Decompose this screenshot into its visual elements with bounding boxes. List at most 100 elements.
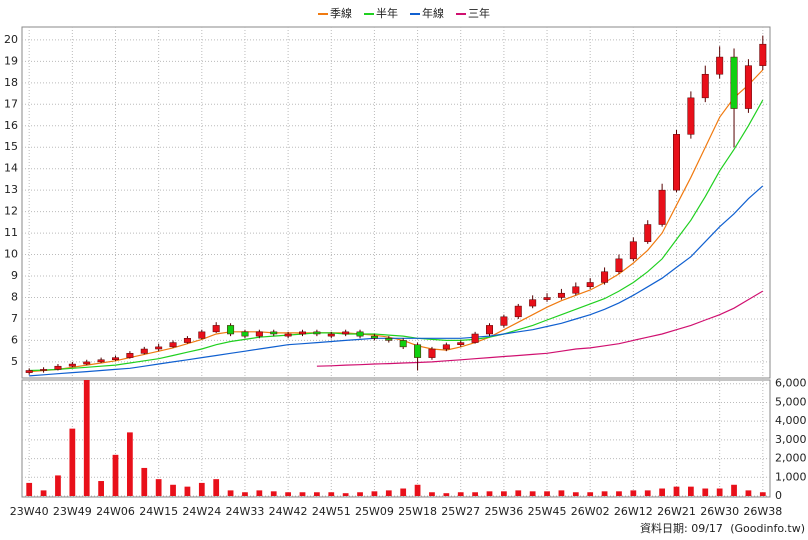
y-tick-label: 9 — [11, 269, 18, 282]
volume-bar — [256, 490, 263, 496]
x-tick-label: 26W12 — [614, 505, 653, 518]
candle-body — [155, 346, 163, 350]
candle-body — [615, 258, 623, 272]
volume-bar — [141, 467, 148, 496]
candle-body — [399, 340, 407, 348]
volume-bar — [587, 492, 594, 496]
volume-bar — [443, 493, 450, 496]
volume-bar — [26, 482, 33, 496]
x-tick-label: 23W40 — [10, 505, 49, 518]
candle-body — [514, 305, 522, 318]
candle-body — [299, 331, 306, 335]
candle-body — [644, 224, 652, 242]
candle-body — [25, 370, 33, 373]
volume-bar — [55, 475, 61, 496]
volume-bar — [702, 488, 709, 496]
y-tick-label: 13 — [4, 183, 18, 196]
volume-bar — [688, 486, 694, 496]
candle-body — [687, 97, 695, 135]
candle-body — [486, 325, 493, 335]
volume-bar — [40, 490, 47, 496]
candle-body — [428, 348, 436, 358]
candle-body — [212, 325, 220, 333]
volume-bar — [659, 488, 665, 496]
candle-body — [572, 286, 580, 294]
y2-tick-label: 1,000 — [775, 470, 807, 483]
x-tick-label: 24W24 — [182, 505, 221, 518]
candle-body — [327, 333, 335, 337]
volume-bar — [486, 491, 493, 496]
x-tick-label: 24W06 — [96, 505, 135, 518]
volume-bar — [227, 490, 234, 496]
volume-bar — [155, 479, 162, 496]
legend-label: 年線 — [422, 6, 444, 20]
y2-tick-label: 0 — [775, 489, 782, 502]
volume-bar — [357, 492, 363, 496]
candle-body — [586, 282, 594, 288]
y2-tick-label: 3,000 — [775, 433, 807, 446]
volume-bar — [371, 491, 378, 496]
candle-body — [744, 65, 752, 109]
candle-body — [500, 316, 508, 326]
volume-bar — [515, 490, 522, 496]
volume-bar — [328, 492, 335, 496]
candle-body — [673, 134, 680, 191]
x-tick-label: 26W38 — [743, 505, 782, 518]
x-tick-label: 25W45 — [528, 505, 567, 518]
footer-source: (Goodinfo.tw) — [730, 522, 805, 535]
candle-body — [83, 361, 91, 365]
y2-tick-label: 5,000 — [775, 395, 807, 408]
candle-body — [97, 359, 105, 363]
volume-bar — [572, 492, 579, 496]
volume-bar — [529, 491, 536, 496]
volume-bar — [314, 492, 320, 496]
candle-body — [241, 331, 249, 337]
volume-bar — [170, 484, 176, 496]
volume-bar — [400, 488, 407, 496]
y-tick-label: 19 — [4, 54, 18, 67]
candle-body — [356, 331, 364, 337]
y2-tick-label: 2,000 — [775, 452, 807, 465]
x-tick-label: 25W36 — [484, 505, 523, 518]
volume-bar — [112, 454, 119, 496]
volume-bar — [184, 486, 191, 496]
y2-tick-label: 6,000 — [775, 377, 807, 390]
candle-body — [385, 338, 393, 341]
y-tick-label: 7 — [11, 312, 18, 325]
x-tick-label: 25W27 — [441, 505, 480, 518]
candle-body — [457, 342, 465, 345]
volume-bar — [616, 491, 622, 496]
volume-bar — [213, 479, 220, 496]
candle-body — [227, 325, 235, 335]
candle-body — [270, 331, 278, 335]
candle-body — [284, 333, 292, 337]
candle-body — [40, 369, 48, 371]
ma-line — [29, 185, 764, 377]
candle-body — [255, 331, 263, 337]
y-tick-label: 14 — [4, 162, 18, 175]
y-tick-label: 11 — [4, 226, 18, 239]
volume-bar — [731, 484, 737, 496]
candle-body — [471, 333, 479, 343]
x-tick-label: 25W18 — [398, 505, 437, 518]
price-frame — [21, 26, 771, 379]
candle-body — [370, 335, 378, 339]
y-tick-label: 10 — [4, 248, 18, 261]
candle-body — [759, 43, 767, 66]
footer-date: 資料日期: 09/17 — [640, 521, 723, 535]
volume-bar — [414, 484, 421, 496]
volume-bar — [69, 428, 76, 496]
candle-body — [342, 331, 350, 335]
x-tick-label: 24W15 — [139, 505, 178, 518]
y-tick-label: 17 — [4, 97, 18, 110]
y2-tick-label: 4,000 — [775, 414, 807, 427]
ma-line — [29, 99, 764, 372]
candle-body — [112, 357, 119, 361]
candle-body — [140, 348, 148, 354]
candle-body — [442, 344, 450, 350]
y-tick-label: 20 — [4, 33, 18, 46]
volume-bar — [544, 491, 550, 496]
candle-body — [68, 363, 76, 367]
